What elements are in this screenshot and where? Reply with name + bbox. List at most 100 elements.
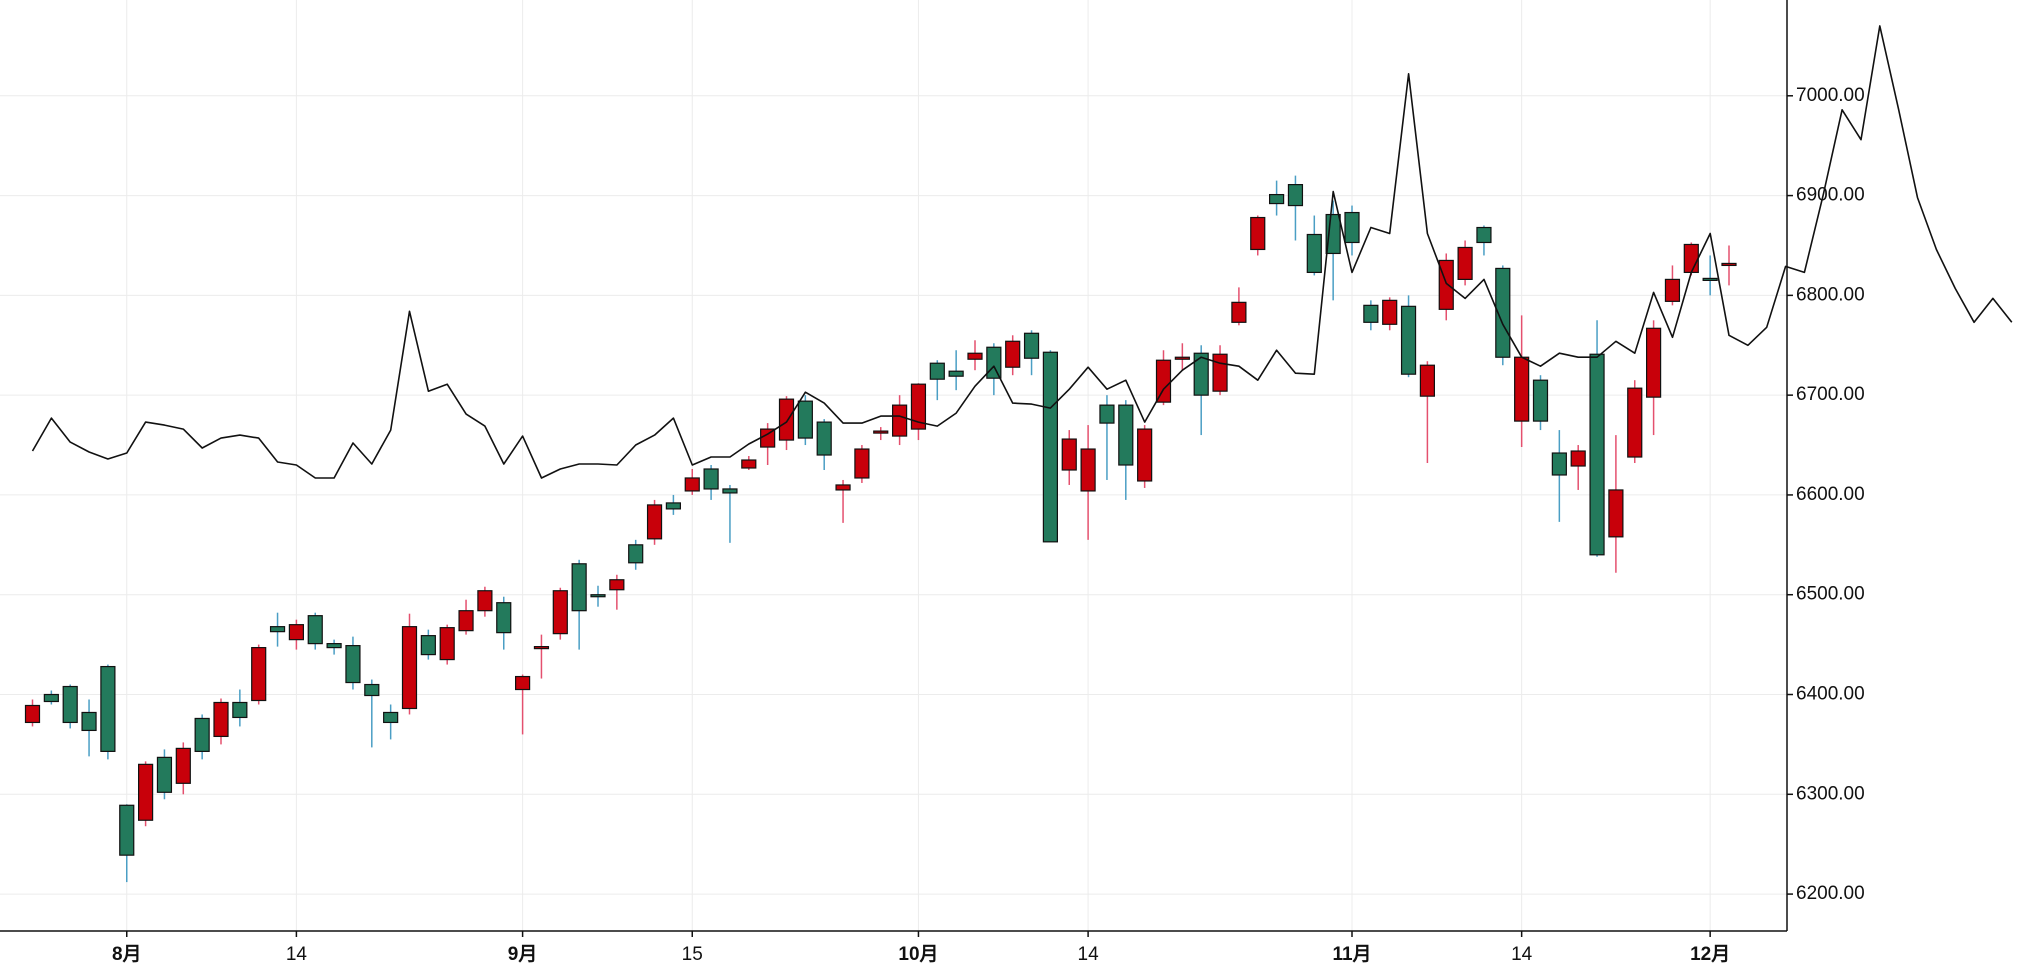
- candle-body: [609, 579, 625, 591]
- candle-body: [1438, 259, 1454, 310]
- candle-body: [232, 701, 248, 719]
- candle-body: [722, 488, 738, 494]
- x-tick-label: 9月: [508, 944, 538, 965]
- candle-body: [1231, 301, 1247, 323]
- candle-body: [194, 717, 210, 752]
- y-tick-label: 6600.00: [1796, 484, 1865, 505]
- candle-body: [571, 563, 587, 612]
- candle-body: [1344, 211, 1360, 244]
- candle-body: [213, 701, 229, 738]
- candle-body: [1268, 193, 1285, 205]
- x-tick-label: 8月: [112, 944, 142, 965]
- candle-body: [986, 346, 1002, 379]
- candle-body: [873, 430, 889, 434]
- candle-body: [62, 685, 78, 724]
- candle-body: [251, 647, 267, 702]
- candle-body: [514, 675, 531, 691]
- candle-body: [81, 711, 97, 732]
- candle-body: [1174, 356, 1190, 360]
- x-tick-label: 10月: [898, 944, 938, 965]
- candle-body: [1664, 278, 1681, 302]
- y-tick-label: 6900.00: [1796, 185, 1865, 206]
- candle-body: [910, 383, 927, 430]
- candle-body: [439, 627, 455, 661]
- candle-body: [1080, 448, 1096, 492]
- x-tick-label: 14: [286, 944, 308, 965]
- y-tick-label: 6500.00: [1796, 584, 1865, 605]
- candle-body: [364, 683, 380, 697]
- candle-body: [175, 747, 191, 784]
- candle-body: [1419, 364, 1436, 397]
- y-tick-label: 6800.00: [1796, 284, 1865, 305]
- candle-body: [628, 544, 644, 564]
- candle-body: [1721, 262, 1737, 267]
- candle-body: [665, 502, 682, 510]
- y-tick-label: 6200.00: [1796, 883, 1865, 904]
- x-tick-label: 11月: [1332, 944, 1371, 965]
- candle-body: [1042, 351, 1059, 543]
- candle-body: [288, 624, 304, 641]
- candle-body: [816, 421, 832, 456]
- candle-body: [119, 804, 135, 856]
- candle-body: [1005, 340, 1021, 368]
- candle-body: [1382, 299, 1398, 325]
- y-tick-label: 6300.00: [1796, 783, 1865, 804]
- candle-body: [1495, 267, 1511, 358]
- candle-body: [345, 645, 361, 684]
- candle-body: [156, 756, 173, 793]
- candle-body: [1457, 246, 1473, 280]
- y-tick-label: 7000.00: [1796, 85, 1865, 106]
- candle-body: [1212, 353, 1228, 392]
- candle-body: [1514, 356, 1530, 422]
- candle-body: [100, 665, 116, 752]
- candle-body: [1608, 489, 1624, 538]
- candle-body: [835, 484, 851, 491]
- y-tick-label: 6400.00: [1796, 684, 1865, 705]
- candle-body: [948, 370, 964, 377]
- candle-body: [1250, 216, 1266, 251]
- candle-body: [138, 763, 154, 821]
- candle-body: [797, 400, 813, 439]
- candle-body: [1118, 404, 1134, 466]
- candle-body: [1363, 304, 1379, 323]
- candle-body: [1061, 438, 1077, 471]
- candle-body: [1702, 277, 1718, 282]
- x-tick-label: 15: [682, 944, 703, 965]
- candle-body: [307, 615, 323, 645]
- candle-body: [1532, 379, 1549, 422]
- candle-body: [1193, 352, 1209, 396]
- candle-body: [477, 590, 493, 612]
- candle-body: [684, 477, 700, 492]
- candle-body: [552, 590, 568, 635]
- candle-body: [929, 362, 945, 380]
- candle-body: [269, 626, 286, 633]
- marks: [24, 25, 2013, 883]
- candle-body: [1400, 305, 1417, 375]
- x-tick-label: 12月: [1690, 944, 1730, 965]
- candle-body: [646, 504, 663, 540]
- candle-body: [891, 404, 908, 437]
- line-series: [31, 25, 2013, 479]
- candle-body: [1551, 452, 1567, 476]
- candle-body: [1476, 226, 1492, 244]
- y-tick-label: 6700.00: [1796, 384, 1865, 405]
- candle-body: [1570, 450, 1586, 467]
- candle-body: [24, 704, 41, 724]
- candle-body: [1137, 428, 1153, 482]
- candle-body: [967, 352, 983, 360]
- x-tick-label: 14: [1511, 944, 1533, 965]
- candle-body: [326, 643, 342, 649]
- candle-body: [1589, 353, 1605, 556]
- candle-body: [741, 459, 757, 469]
- candle-body: [1645, 327, 1662, 398]
- candle-body: [854, 448, 870, 479]
- candle-body: [1287, 184, 1304, 207]
- candle-body: [401, 626, 418, 710]
- candle-body: [703, 468, 719, 490]
- candle-body: [458, 610, 474, 632]
- candle-body: [43, 693, 59, 703]
- candle-body: [420, 635, 436, 656]
- candle-body: [778, 398, 795, 441]
- x-tick-label: 14: [1078, 944, 1100, 965]
